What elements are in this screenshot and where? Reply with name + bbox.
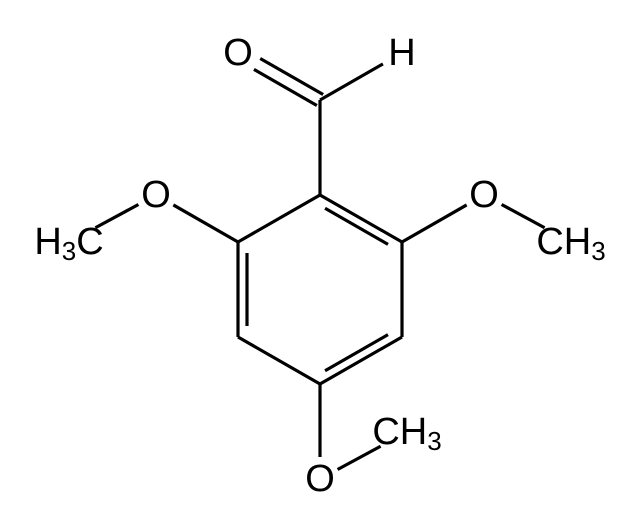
bond [325,208,388,244]
bond [402,205,467,242]
bond [320,64,383,100]
bond [320,195,402,242]
bond [325,335,388,371]
atom-label: CH3 [536,221,605,266]
bond [254,69,317,105]
chemical-structure-diagram: O H O O O CH3 H3C CH3 [0,0,640,508]
atom-label: O [141,174,171,216]
bond [320,337,402,384]
atom-label: H3C [34,221,103,266]
bond-layer [95,58,544,469]
atom-label: O [305,458,335,500]
atom-label: O [223,32,253,74]
atom-label: O [469,174,499,216]
bond [238,195,320,242]
atom-label: H [388,32,415,74]
bond [260,58,323,94]
bond [173,205,238,242]
bond [238,337,320,384]
atom-label: CH3 [372,411,441,456]
